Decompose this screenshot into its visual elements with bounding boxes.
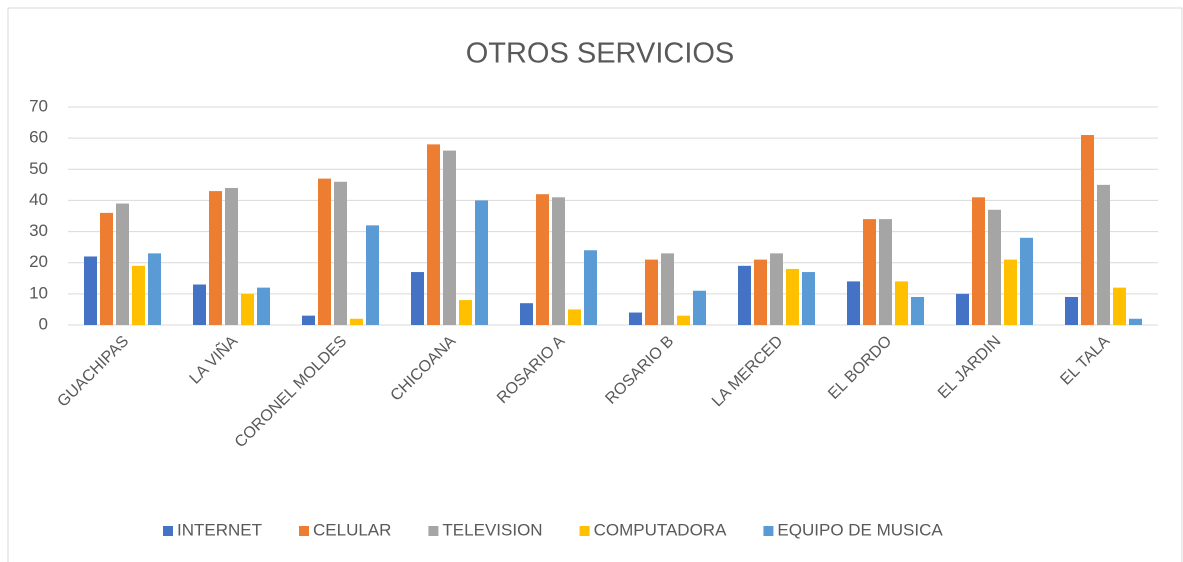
bar bbox=[568, 309, 581, 325]
bar bbox=[209, 191, 222, 325]
bar bbox=[911, 296, 924, 325]
bar bbox=[520, 303, 533, 325]
bar bbox=[536, 194, 549, 325]
bar bbox=[350, 318, 363, 325]
bar bbox=[895, 281, 908, 325]
bar bbox=[802, 272, 815, 325]
bar bbox=[459, 300, 472, 325]
bar bbox=[411, 272, 424, 325]
legend-swatch bbox=[428, 526, 439, 536]
bar bbox=[334, 181, 347, 325]
bar bbox=[302, 315, 315, 325]
bar bbox=[770, 253, 783, 325]
bar bbox=[318, 178, 331, 325]
bar bbox=[84, 256, 97, 325]
bar bbox=[257, 287, 270, 325]
bar bbox=[693, 290, 706, 325]
bar bbox=[786, 268, 799, 325]
bar bbox=[132, 265, 145, 325]
bar bbox=[1004, 259, 1017, 325]
legend-swatch bbox=[163, 526, 173, 536]
bar bbox=[443, 150, 456, 325]
y-tick-label: 60 bbox=[29, 128, 48, 147]
y-tick-label: 0 bbox=[39, 314, 48, 333]
bar bbox=[366, 225, 379, 325]
bar bbox=[100, 212, 113, 325]
bar bbox=[584, 250, 597, 325]
bar bbox=[879, 219, 892, 325]
y-tick-label: 30 bbox=[29, 221, 48, 240]
bar bbox=[1097, 184, 1110, 325]
y-tick-label: 10 bbox=[29, 283, 48, 302]
bar bbox=[847, 281, 860, 325]
legend-label: INTERNET bbox=[177, 520, 262, 539]
bar bbox=[427, 144, 440, 325]
bar bbox=[1081, 135, 1094, 325]
bar bbox=[193, 284, 206, 325]
legend-label: CELULAR bbox=[313, 520, 391, 539]
bar bbox=[1113, 287, 1126, 325]
bar bbox=[1020, 237, 1033, 325]
y-tick-label: 40 bbox=[29, 190, 48, 209]
bar bbox=[116, 203, 129, 325]
legend-swatch bbox=[763, 526, 774, 536]
chart-title: OTROS SERVICIOS bbox=[466, 38, 735, 70]
bar bbox=[629, 312, 642, 325]
bar bbox=[956, 293, 969, 325]
legend-swatch bbox=[579, 526, 590, 536]
bar bbox=[552, 197, 565, 325]
legend-swatch bbox=[299, 526, 309, 536]
bar bbox=[225, 187, 238, 325]
bar bbox=[988, 209, 1001, 325]
y-tick-label: 50 bbox=[29, 159, 48, 178]
bar bbox=[241, 293, 254, 325]
bar bbox=[677, 315, 690, 325]
bar bbox=[863, 219, 876, 325]
y-tick-label: 70 bbox=[29, 96, 48, 115]
legend-label: COMPUTADORA bbox=[594, 520, 728, 539]
bar bbox=[1129, 318, 1142, 325]
bar bbox=[645, 259, 658, 325]
bar bbox=[754, 259, 767, 325]
bar bbox=[148, 253, 161, 325]
bar bbox=[661, 253, 674, 325]
bar bbox=[972, 197, 985, 325]
bar bbox=[738, 265, 751, 325]
legend-label: TELEVISION bbox=[442, 520, 542, 539]
y-tick-label: 20 bbox=[29, 252, 48, 271]
legend-label: EQUIPO DE MUSICA bbox=[777, 520, 943, 539]
bar bbox=[475, 200, 488, 325]
bar bbox=[1065, 296, 1078, 325]
